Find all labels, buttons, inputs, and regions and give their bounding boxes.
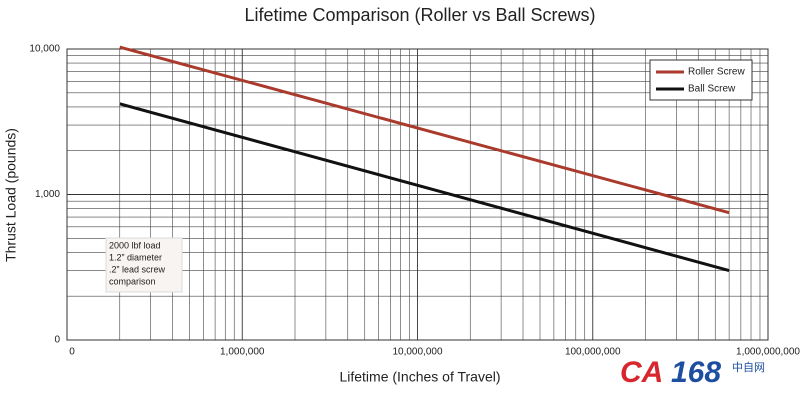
x-tick-label: 0 [69, 347, 75, 358]
chart-title: Lifetime Comparison (Roller vs Ball Scre… [244, 5, 595, 25]
legend-label: Ball Screw [688, 84, 736, 95]
annotation-line: 2000 lbf load [109, 240, 161, 250]
x-tick-label: 1,000,000,000 [736, 347, 800, 358]
x-axis-label: Lifetime (Inches of Travel) [339, 369, 500, 385]
annotation-line: 1.2” diameter [109, 252, 162, 262]
legend-label: Roller Screw [688, 67, 745, 78]
watermark-text: CA [620, 356, 663, 389]
y-axis-label: Thrust Load (pounds) [3, 128, 19, 262]
annotation-line: .2” lead screw [109, 264, 166, 274]
y-tick-label: 10,000 [29, 44, 60, 55]
x-tick-label: 10,000,000 [392, 347, 442, 358]
watermark: CA 168 中自网 [620, 356, 765, 389]
x-tick-label: 100,000,000 [565, 347, 621, 358]
legend-box [649, 59, 753, 101]
series-line [119, 102, 730, 273]
annotation-background [105, 237, 183, 293]
series-line [119, 45, 730, 215]
y-tick-label: 0 [54, 335, 60, 346]
plot-border [66, 48, 769, 341]
watermark-subtext: 中自网 [732, 361, 765, 374]
y-tick-label: 1,000 [35, 189, 60, 200]
watermark-text: 168 [671, 356, 721, 389]
annotation-box: 2000 lbf load 1.2” diameter .2” lead scr… [105, 237, 183, 293]
x-tick-label: 1,000,000 [220, 347, 265, 358]
annotation-line: comparison [109, 276, 156, 286]
legend: Roller Screw Ball Screw [649, 59, 753, 101]
plot-marks [119, 45, 730, 273]
